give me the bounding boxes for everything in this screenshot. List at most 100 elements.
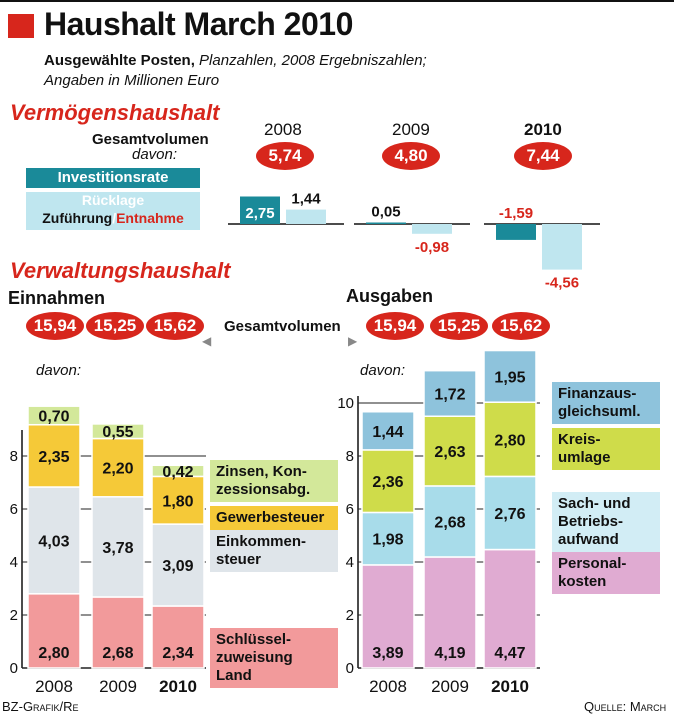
aus-legend-3: Personal-kosten	[552, 552, 660, 594]
bar-investitionsrate-2009	[366, 222, 406, 224]
ein-bar-3-2008	[27, 405, 81, 426]
einnahmen-total-2008: 15,94	[26, 312, 84, 340]
aus-label-0-2010: 4,47	[494, 645, 525, 662]
ein-tick-4: 4	[10, 554, 18, 571]
aus-xlabel-2010: 2010	[491, 677, 529, 696]
ein-label-1-2010: 3,09	[162, 558, 193, 575]
label-investitionsrate-2008: 2,75	[245, 205, 274, 222]
label-ruecklage-2009: -0,98	[415, 239, 449, 256]
ausgaben-total-2008: 15,94	[366, 312, 424, 340]
aus-bar-3-2008	[361, 410, 415, 451]
ausgaben-total-2010: 15,62	[492, 312, 550, 340]
legend-investitionsrate: Investitionsrate	[26, 168, 200, 188]
aus-bar-1-2009	[423, 485, 477, 558]
legend-ruecklage: Rücklage Zuführung/Entnahme	[26, 192, 200, 230]
ein-label-3-2009: 0,55	[102, 424, 133, 441]
subtitle: Ausgewählte Posten, Planzahlen, 2008 Erg…	[44, 52, 427, 69]
label-investitionsrate-2009: 0,05	[371, 204, 400, 221]
aus-label-3-2008: 1,44	[372, 424, 403, 441]
einnahmen-total-2010: 15,62	[146, 312, 204, 340]
aus-label-1-2010: 2,76	[494, 506, 525, 523]
ein-tick-6: 6	[10, 501, 18, 518]
aus-legend-2: Sach- und Betriebs-aufwand	[552, 492, 660, 552]
aus-legend-1: Kreis-umlage	[552, 428, 660, 470]
aus-label-3-2009: 1,72	[434, 386, 465, 403]
aus-legend-0-line-0: Finanzaus-	[558, 385, 637, 402]
ein-bar-3-2010	[151, 464, 205, 478]
aus-bar-2-2009	[423, 415, 477, 487]
aus-legend-0-line-1: gleichsuml.	[558, 403, 641, 420]
bar-ruecklage-2010	[542, 224, 582, 270]
ein-label-3-2008: 0,70	[38, 408, 69, 425]
gesamtvolumen-center-label: Gesamtvolumen	[224, 318, 341, 335]
ein-label-0-2008: 2,80	[38, 645, 69, 662]
ruecklage-label: Rücklage	[81, 192, 145, 208]
section-verwaltung-heading: Verwaltungshaushalt	[10, 258, 231, 283]
aus-tick-8: 8	[346, 448, 354, 465]
aus-legend-2-line-2: aufwand	[558, 531, 619, 548]
zufuehrung-entnahme-label: Zuführung/Entnahme	[26, 209, 200, 227]
aus-xlabel-2009: 2009	[431, 677, 469, 696]
arrow-right-icon: ▶	[348, 334, 358, 348]
ein-bar-3-2009	[91, 423, 145, 440]
einnahmen-total-2009: 15,25	[86, 312, 144, 340]
bar-ruecklage-2008	[286, 209, 326, 224]
aus-bar-3-2010	[483, 349, 537, 403]
ein-legend-3: Schlüssel-zuweisung Land	[210, 628, 338, 688]
title-square-icon	[8, 14, 34, 38]
aus-label-0-2008: 3,89	[372, 645, 403, 662]
gesamtvolumen-label: Gesamtvolumen	[92, 131, 209, 148]
ein-tick-2: 2	[10, 607, 18, 624]
aus-label-1-2008: 1,98	[372, 532, 403, 549]
bar-investitionsrate-2008	[240, 196, 280, 224]
aus-tick-4: 4	[346, 554, 354, 571]
aus-bar-0-2008	[361, 564, 415, 669]
aus-legend-1-line-1: umlage	[558, 449, 611, 466]
chart-title: Haushalt March 2010	[44, 6, 353, 42]
ein-label-3-2010: 0,42	[162, 464, 193, 481]
ein-bar-0-2009	[91, 596, 145, 669]
davon-einnahmen-label: davon:	[36, 362, 82, 379]
einnahmen-label: Einnahmen	[8, 288, 106, 308]
aus-xlabel-2008: 2008	[369, 677, 407, 696]
ein-tick-8: 8	[10, 448, 18, 465]
ein-legend-1: Gewerbesteuer	[210, 506, 338, 530]
section-vermoegen-heading: Vermögenshaushalt	[10, 100, 220, 125]
aus-legend-3-line-1: kosten	[558, 573, 607, 590]
ein-label-2-2008: 2,35	[38, 449, 69, 466]
ein-legend-2-line-0: Einkommen-	[216, 533, 307, 550]
aus-bar-1-2008	[361, 511, 415, 566]
zufuehrung-label: Zuführung	[42, 210, 113, 226]
subtitle-line2: Angaben in Millionen Euro	[44, 72, 220, 89]
aus-label-2-2010: 2,80	[494, 432, 525, 449]
ein-label-2-2010: 1,80	[162, 493, 193, 510]
ausgaben-total-2009: 15,25	[430, 312, 488, 340]
aus-legend-2-line-0: Sach- und	[558, 495, 631, 512]
ein-legend-1-line-0: Gewerbesteuer	[216, 509, 325, 526]
ein-tick-0: 0	[10, 660, 18, 677]
ein-bar-1-2009	[91, 496, 145, 598]
label-ruecklage-2010: -4,56	[545, 275, 579, 290]
ein-bar-2-2008	[27, 423, 81, 488]
ein-label-1-2008: 4,03	[38, 533, 69, 550]
ein-bar-2-2010	[151, 475, 205, 525]
ein-legend-3-line-0: Schlüssel-	[216, 631, 292, 648]
source-right: Quelle: March	[584, 699, 667, 714]
aus-legend-3-line-0: Personal-	[558, 555, 627, 572]
ein-legend-2-line-1: steuer	[216, 551, 262, 568]
aus-bar-1-2010	[483, 475, 537, 551]
ein-xlabel-2008: 2008	[35, 677, 73, 696]
aus-tick-10: 10	[337, 395, 354, 412]
aus-label-1-2009: 2,68	[434, 514, 465, 531]
year-2010: 2010	[524, 120, 562, 139]
ein-bar-0-2008	[27, 593, 81, 669]
ein-xlabel-2010: 2010	[159, 677, 197, 696]
aus-bar-0-2010	[483, 548, 537, 669]
aus-tick-2: 2	[346, 607, 354, 624]
ein-xlabel-2009: 2009	[99, 677, 137, 696]
ein-legend-2: Einkommen-steuer	[210, 530, 338, 572]
ein-label-0-2010: 2,34	[162, 645, 193, 662]
aus-tick-6: 6	[346, 501, 354, 518]
ein-bar-2-2009	[91, 437, 145, 498]
vermoegen-chart: 2,75 1,44 0,05 -0,98 -1,59 -4,56	[228, 191, 600, 290]
